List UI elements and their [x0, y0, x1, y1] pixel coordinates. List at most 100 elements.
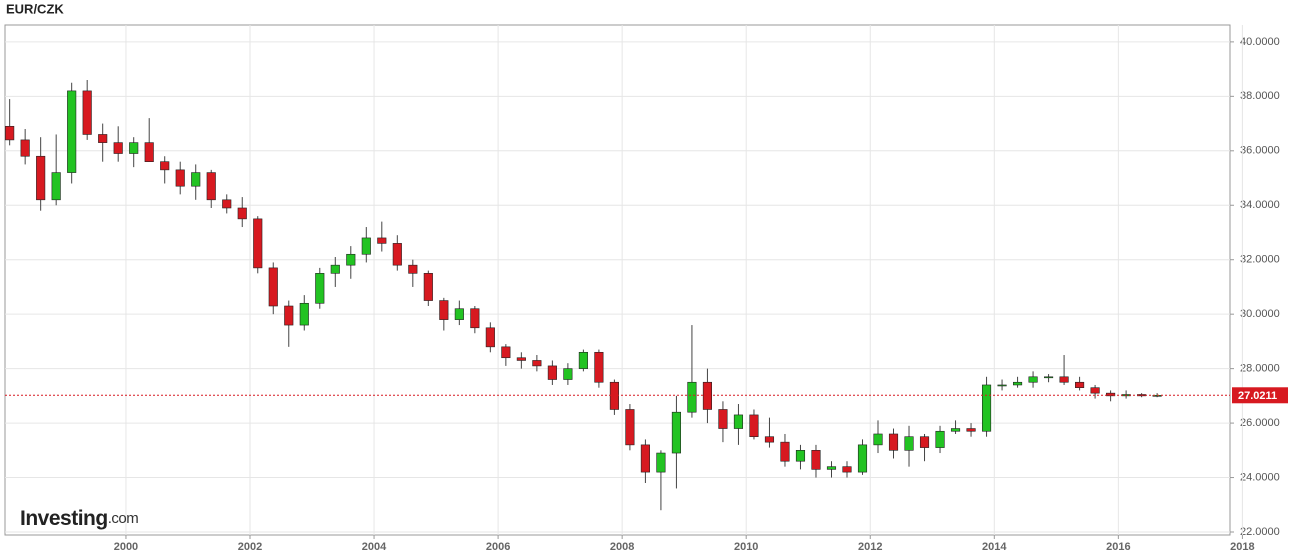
candle-body	[594, 351, 604, 383]
x-tick-label: 2004	[362, 541, 387, 553]
candle-body	[966, 428, 976, 432]
candle-body	[563, 368, 573, 380]
candle-body	[268, 267, 278, 307]
candle-body	[20, 139, 30, 157]
candle-body	[702, 381, 713, 410]
candle-body	[191, 172, 201, 187]
candle-body	[532, 360, 542, 367]
y-tick-label: 38.0000	[1240, 90, 1280, 102]
y-tick-label: 22.0000	[1240, 526, 1280, 538]
candle-body	[98, 134, 108, 143]
candle-body	[888, 433, 899, 451]
x-tick-label: 2000	[114, 541, 138, 553]
candle-body	[547, 365, 557, 380]
candle-body	[408, 264, 418, 274]
last-price-box	[1232, 387, 1288, 404]
candle-body	[129, 142, 139, 154]
candle-body	[687, 381, 697, 413]
candle-body	[175, 169, 185, 187]
candle-body	[237, 207, 247, 220]
candle-body	[1106, 392, 1116, 397]
candle-body	[795, 450, 806, 462]
candle-body	[206, 172, 216, 201]
x-tick-label: 2002	[238, 541, 262, 553]
candle-body	[5, 125, 15, 141]
candle-body	[919, 436, 930, 448]
x-tick-label: 2016	[1106, 541, 1130, 553]
candle-body	[997, 384, 1007, 387]
x-tick-label: 2006	[486, 541, 510, 553]
x-tick-label: 2014	[982, 541, 1007, 553]
candle-body	[516, 357, 526, 361]
candle-body	[346, 253, 356, 266]
candle-body	[842, 466, 852, 473]
candle-body	[1044, 376, 1054, 379]
logo-main: Investing	[20, 507, 108, 530]
candle-body	[113, 142, 123, 154]
candle-body	[1012, 381, 1023, 386]
candle-body	[625, 409, 635, 446]
x-tick-label: 2008	[610, 541, 634, 553]
candle-body	[749, 414, 759, 438]
candle-body	[501, 346, 511, 359]
candle-body	[656, 452, 666, 473]
candle-body	[1028, 376, 1038, 383]
candle-body	[361, 237, 371, 255]
candle-body	[470, 308, 480, 329]
candle-body	[1059, 376, 1069, 383]
candle-body	[981, 384, 992, 432]
candle-body	[1075, 381, 1085, 388]
candle-body	[935, 430, 945, 448]
candle-body	[82, 90, 92, 135]
candle-body	[811, 450, 821, 470]
candle-body	[485, 327, 495, 348]
candle-body	[857, 444, 868, 473]
candle-body	[439, 300, 449, 320]
last-price-label: 27.0211	[1238, 390, 1277, 402]
x-tick-label: 2010	[734, 541, 758, 553]
candle-body	[284, 305, 294, 326]
candle-body	[826, 466, 837, 470]
candle-body	[733, 414, 744, 429]
candle-body	[609, 381, 619, 410]
candle-body	[950, 428, 961, 432]
candle-body	[144, 142, 154, 162]
y-tick-label: 36.0000	[1240, 145, 1280, 157]
logo: Investing.com	[20, 507, 138, 530]
candle-body	[640, 444, 650, 473]
candle-body	[718, 409, 728, 429]
candle-body	[330, 264, 340, 274]
candle-body	[1090, 387, 1100, 394]
candle-body	[578, 351, 588, 369]
candle-body	[67, 90, 77, 173]
chart-title: EUR/CZK	[6, 1, 64, 16]
candle-body	[51, 172, 61, 201]
candle-body	[780, 441, 790, 462]
y-tick-label: 32.0000	[1240, 254, 1280, 266]
y-tick-label: 40.0000	[1240, 36, 1280, 48]
y-tick-label: 26.0000	[1240, 417, 1280, 429]
x-tick-label: 2018	[1230, 541, 1254, 553]
candle-body	[454, 308, 464, 320]
candle-body	[671, 411, 681, 454]
y-tick-label: 30.0000	[1240, 308, 1280, 320]
candle-body	[160, 161, 170, 171]
y-tick-label: 28.0000	[1240, 363, 1280, 375]
candle-body	[36, 155, 46, 201]
candle-body	[253, 218, 263, 269]
candle-body	[904, 436, 914, 451]
candle-body	[764, 436, 775, 443]
plot-frame	[4, 24, 1231, 536]
logo-suffix: .com	[108, 510, 139, 527]
candle-body	[377, 237, 387, 244]
x-tick-label: 2012	[858, 541, 882, 553]
candle-body	[315, 273, 325, 304]
y-tick-label: 24.0000	[1240, 471, 1280, 483]
candle-body	[423, 273, 433, 301]
candle-body	[873, 433, 883, 446]
y-tick-label: 34.0000	[1240, 199, 1280, 211]
candle-body	[222, 199, 232, 209]
candle-body	[392, 243, 402, 266]
candle-body	[299, 302, 309, 326]
